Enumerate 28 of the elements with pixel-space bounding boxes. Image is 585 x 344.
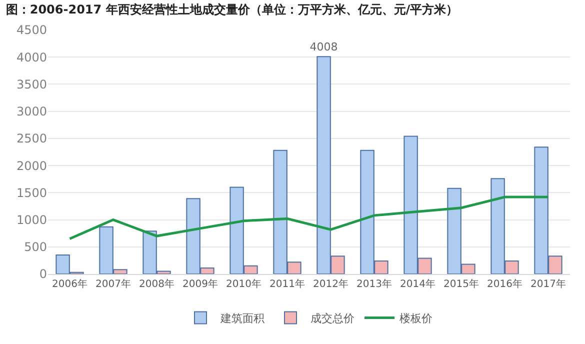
data-label: 4008	[310, 40, 338, 54]
y-tick-label: 2000	[16, 158, 47, 173]
x-tick-label: 2006年	[52, 278, 88, 290]
x-tick-label: 2009年	[182, 278, 218, 290]
y-tick-label: 3500	[16, 77, 47, 92]
legend-label: 建筑面积	[220, 312, 264, 326]
legend-label: 成交总价	[310, 312, 354, 326]
chart-title: 图：2006-2017 年西安经营性土地成交量价（单位：万平方米、亿元、元/平方米）	[6, 2, 458, 17]
y-tick-label: 0	[39, 267, 47, 282]
x-tick-label: 2015年	[444, 278, 479, 290]
y-tick-label: 2500	[16, 132, 47, 146]
y-tick-label: 4500	[16, 23, 47, 38]
x-tick-label: 2016年	[487, 278, 522, 290]
x-tick-label: 2010年	[226, 278, 262, 290]
x-tick-label: 2013年	[356, 278, 392, 290]
x-tick-label: 2011年	[270, 278, 305, 290]
y-tick-label: 1500	[16, 186, 47, 200]
x-tick-label: 2012年	[313, 278, 348, 290]
x-tick-label: 2008年	[139, 278, 174, 290]
line-series	[68, 196, 550, 240]
y-tick-label: 3000	[16, 104, 47, 119]
y-tick-label: 4000	[16, 50, 47, 64]
y-tick-label: 1000	[16, 212, 47, 227]
legend-label: 楼板价	[400, 312, 432, 326]
x-tick-label: 2007年	[96, 278, 131, 290]
y-tick-label: 500	[24, 240, 47, 254]
x-tick-label: 2014年	[400, 278, 436, 290]
x-tick-label: 2017年	[530, 278, 566, 290]
